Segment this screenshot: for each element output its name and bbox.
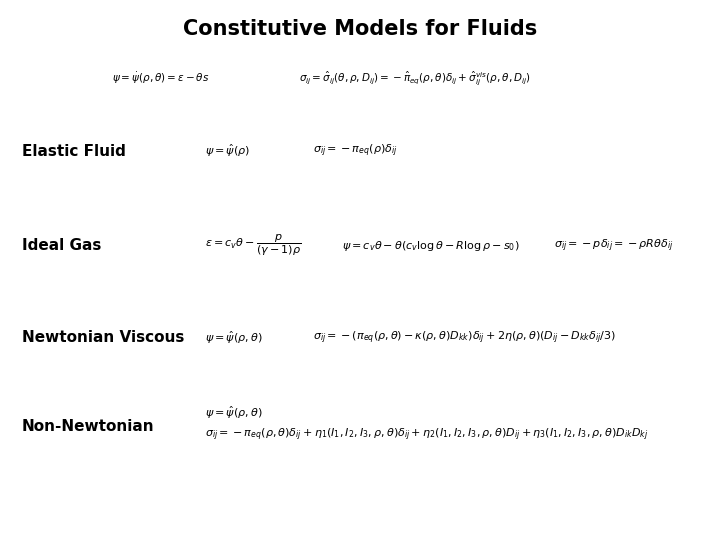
Text: Non-Newtonian: Non-Newtonian <box>22 419 154 434</box>
Text: Newtonian Viscous: Newtonian Viscous <box>22 330 184 345</box>
Text: $\sigma_{ij} = -p\delta_{ij} = -\rho R\theta\delta_{ij}$: $\sigma_{ij} = -p\delta_{ij} = -\rho R\t… <box>554 238 674 254</box>
Text: $\sigma_{ij} = \hat{\sigma}_{ij}(\theta,\rho,D_{ij}) = -\hat{\pi}_{eq}(\rho,\the: $\sigma_{ij} = \hat{\sigma}_{ij}(\theta,… <box>299 69 531 87</box>
Text: $\sigma_{ij} = -(\pi_{eq}(\rho,\theta) - \kappa(\rho,\theta)D_{kk})\delta_{ij} +: $\sigma_{ij} = -(\pi_{eq}(\rho,\theta) -… <box>313 329 616 346</box>
Text: $\psi = \hat{\psi}(\rho)$: $\psi = \hat{\psi}(\rho)$ <box>205 143 251 159</box>
Text: $\varepsilon = c_v\theta - \dfrac{p}{(\gamma-1)\rho}$: $\varepsilon = c_v\theta - \dfrac{p}{(\g… <box>205 233 302 259</box>
Text: Ideal Gas: Ideal Gas <box>22 238 101 253</box>
Text: Elastic Fluid: Elastic Fluid <box>22 144 125 159</box>
Text: $\psi = \hat{\psi}(\rho,\theta)$: $\psi = \hat{\psi}(\rho,\theta)$ <box>205 405 263 421</box>
Text: $\sigma_{ij} = -\pi_{eq}(\rho,\theta)\delta_{ij} + \eta_1(I_1,I_2,I_3,\rho,\thet: $\sigma_{ij} = -\pi_{eq}(\rho,\theta)\de… <box>205 427 649 443</box>
Text: $\psi = c_v\theta - \theta(c_v\log\theta - R\log\rho - s_0)$: $\psi = c_v\theta - \theta(c_v\log\theta… <box>342 239 520 253</box>
Text: $\psi = \hat{\psi}(\rho,\theta)$: $\psi = \hat{\psi}(\rho,\theta)$ <box>205 329 263 346</box>
Text: Constitutive Models for Fluids: Constitutive Models for Fluids <box>183 19 537 39</box>
Text: $\psi = \dot{\psi}(\rho,\theta) = \varepsilon - \theta s$: $\psi = \dot{\psi}(\rho,\theta) = \varep… <box>112 71 209 86</box>
Text: $\sigma_{ij} = -\pi_{eq}(\rho)\delta_{ij}$: $\sigma_{ij} = -\pi_{eq}(\rho)\delta_{ij… <box>313 143 397 159</box>
